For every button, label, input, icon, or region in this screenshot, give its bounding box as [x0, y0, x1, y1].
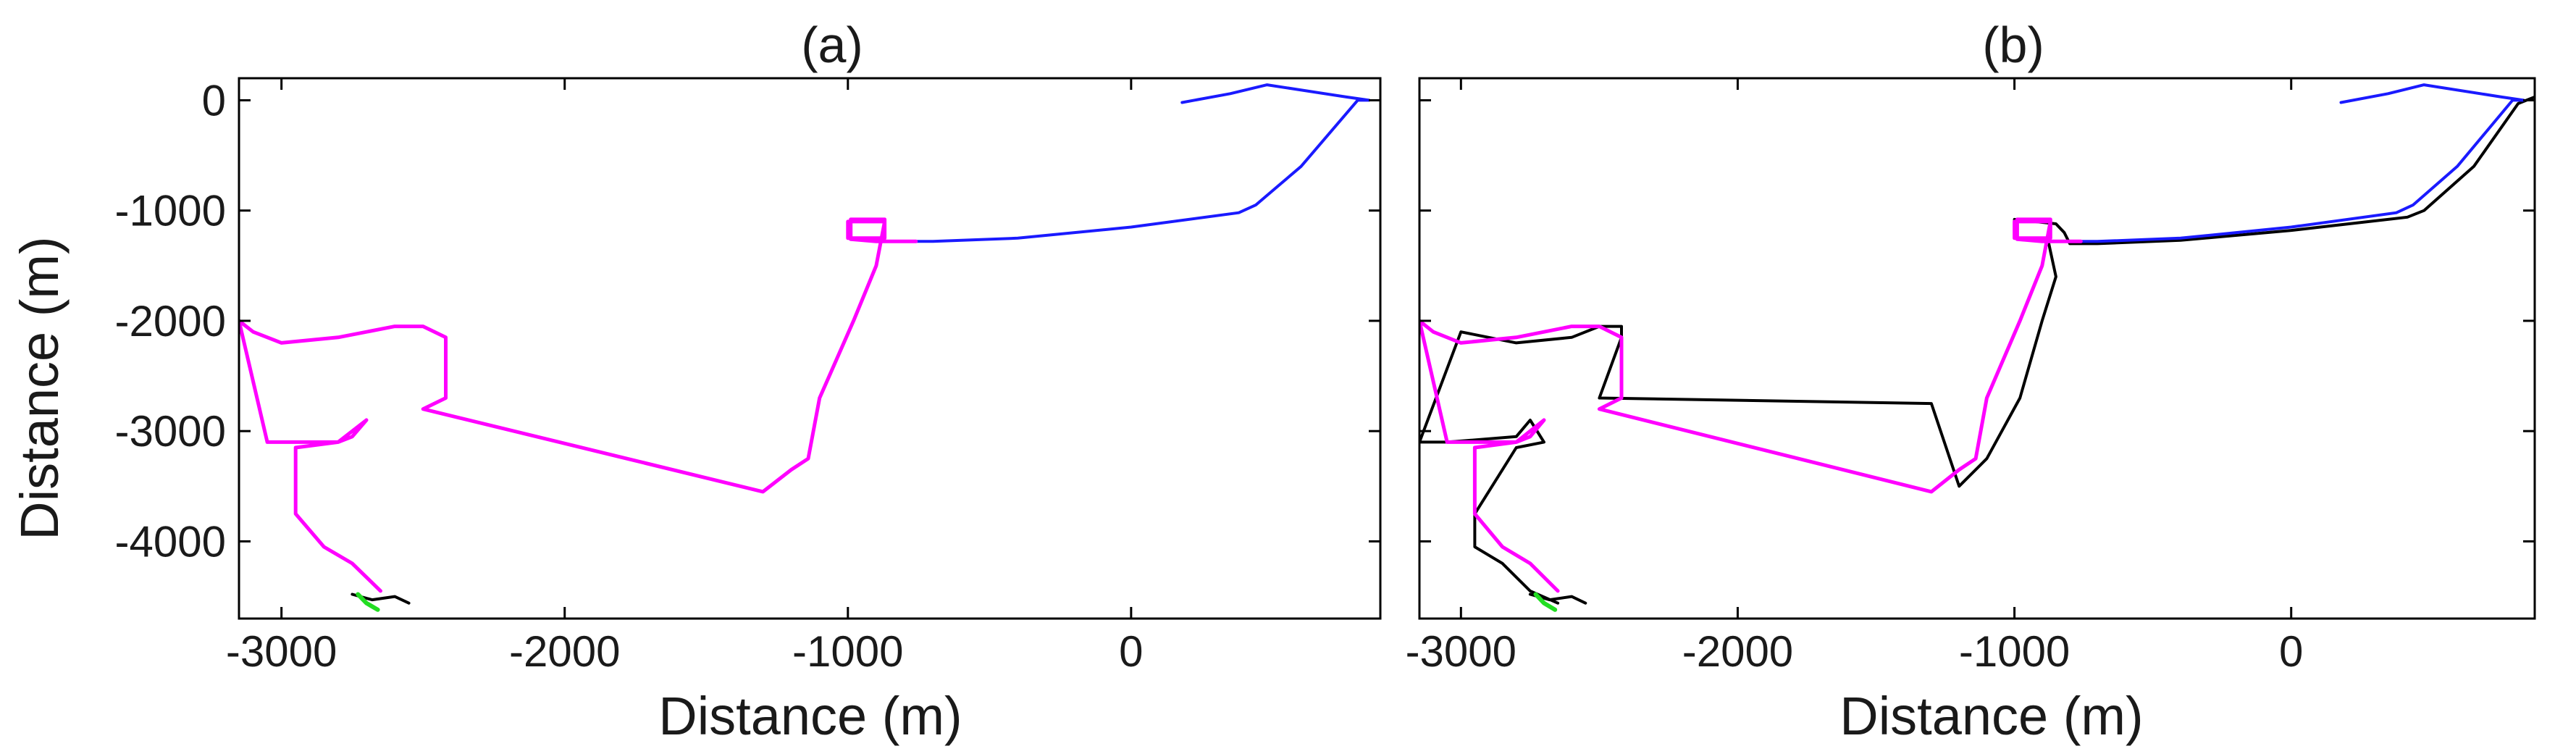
y-tick-label: -4000	[115, 517, 226, 566]
y-tick-label: -2000	[115, 297, 226, 345]
x-tick-label: 0	[1119, 627, 1143, 676]
panel-b-x-axis-label: Distance (m)	[1839, 686, 2143, 746]
panel-a: (a) Distance (m) Distance (m) -3000 -2000…	[9, 17, 1382, 746]
x-tick-label: -1000	[1959, 627, 2070, 676]
y-tick-label: -1000	[115, 187, 226, 235]
panel-a-title: (a)	[801, 17, 863, 73]
trajectory-line-1	[2079, 83, 2525, 243]
x-tick-label: -3000	[1406, 627, 1516, 676]
x-tick-label: -1000	[792, 627, 903, 676]
x-tick-label: 0	[2279, 627, 2303, 676]
trajectory-line-0	[914, 83, 1371, 243]
trajectory-line-2	[1419, 217, 2083, 593]
panel-b-title: (b)	[1982, 17, 2044, 73]
panel-a-plot-area: -3000 -2000 -1000 0 0 -1000 -2000 -3000 -4000	[115, 76, 1382, 676]
panel-a-y-axis-label: Distance (m)	[9, 236, 70, 540]
panel-b-plot-area: -3000 -2000 -1000 0	[1406, 77, 2536, 676]
series-group	[1419, 83, 2535, 612]
panel-a-x-axis-label: Distance (m)	[658, 686, 962, 746]
trajectory-line-1	[239, 217, 918, 593]
panel-b: (b) Distance (m) -3000 -2000 -1000 0	[1406, 17, 2536, 746]
trajectory-line-3	[356, 592, 380, 612]
x-tick-label: -3000	[226, 627, 337, 676]
x-tick-label: -2000	[509, 627, 620, 676]
plot-frame	[238, 77, 1382, 620]
plot-frame	[1418, 77, 2536, 620]
x-tick-label: -2000	[1682, 627, 1793, 676]
y-tick-label: -3000	[115, 407, 226, 456]
series-group	[239, 83, 1371, 612]
trajectory-line-4	[1533, 592, 1558, 612]
trajectory-line-0	[1419, 95, 2535, 605]
y-tick-label: 0	[202, 76, 226, 125]
